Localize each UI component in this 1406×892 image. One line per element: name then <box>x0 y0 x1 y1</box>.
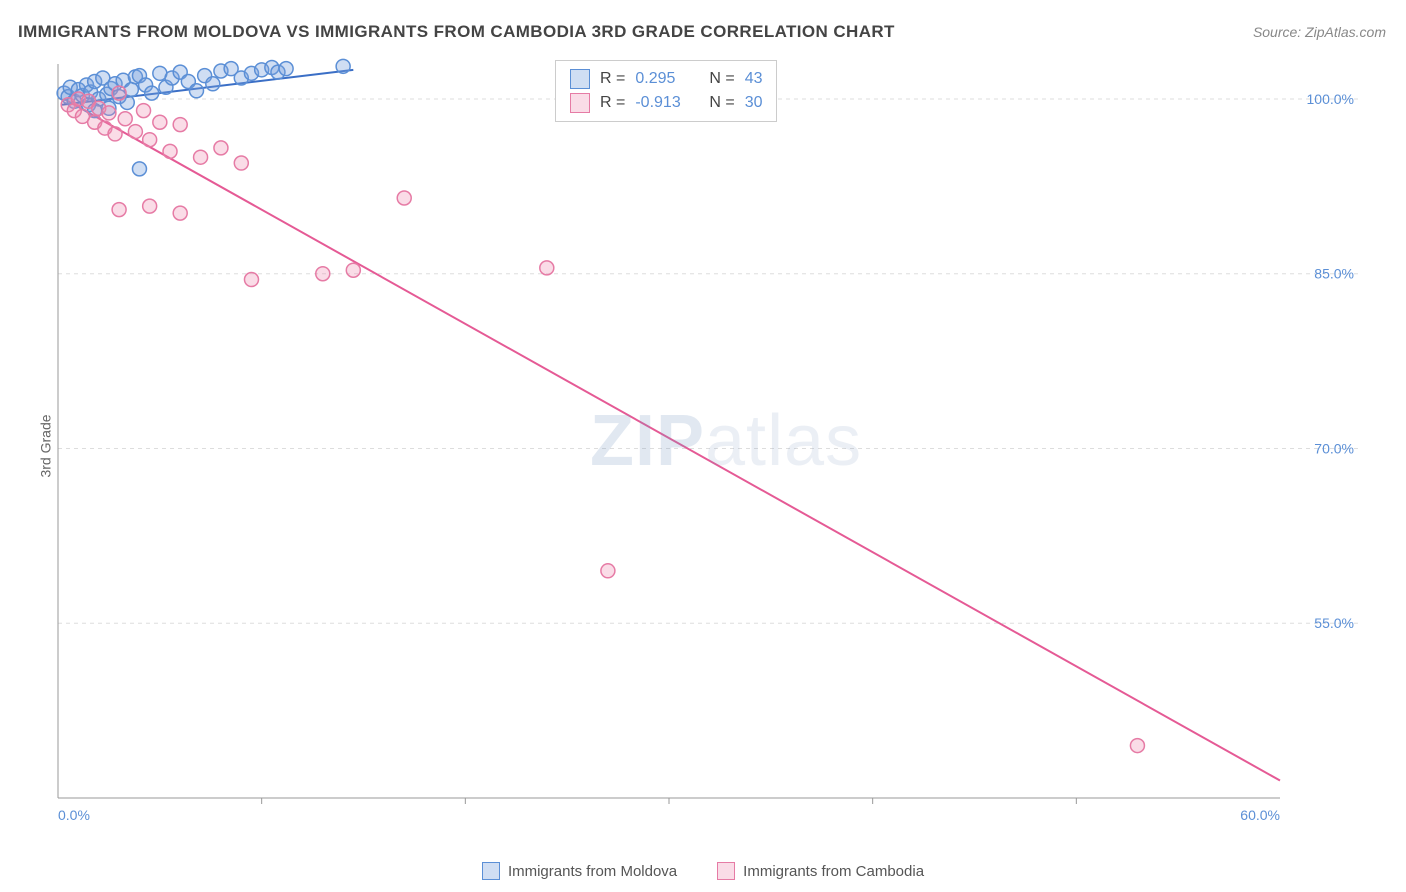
svg-text:55.0%: 55.0% <box>1314 615 1354 631</box>
r-value: -0.913 <box>635 94 699 112</box>
svg-text:60.0%: 60.0% <box>1240 807 1280 823</box>
n-value: 30 <box>745 94 763 112</box>
chart-title: IMMIGRANTS FROM MOLDOVA VS IMMIGRANTS FR… <box>18 22 895 42</box>
r-value: 0.295 <box>635 70 699 88</box>
chart-container: IMMIGRANTS FROM MOLDOVA VS IMMIGRANTS FR… <box>0 0 1406 892</box>
n-value: 43 <box>745 70 763 88</box>
stats-row: R = -0.913 N = 30 <box>570 91 762 115</box>
bottom-legend: Immigrants from Moldova Immigrants from C… <box>0 862 1406 880</box>
svg-text:70.0%: 70.0% <box>1314 440 1354 456</box>
svg-text:85.0%: 85.0% <box>1314 266 1354 282</box>
source-attribution: Source: ZipAtlas.com <box>1253 24 1386 40</box>
svg-text:0.0%: 0.0% <box>58 807 90 823</box>
svg-text:100.0%: 100.0% <box>1307 91 1354 107</box>
n-label: N = <box>709 94 734 112</box>
r-label: R = <box>600 70 625 88</box>
n-label: N = <box>709 70 734 88</box>
legend-item: Immigrants from Moldova <box>482 862 677 880</box>
stats-row: R = 0.295 N = 43 <box>570 67 762 91</box>
legend-label: Immigrants from Cambodia <box>743 863 924 880</box>
legend-item: Immigrants from Cambodia <box>717 862 924 880</box>
stats-legend-box: R = 0.295 N = 43 R = -0.913 N = 30 <box>555 60 777 122</box>
scatter-plot-svg: 100.0% 85.0% 70.0% 55.0% 0.0% 60.0% <box>50 58 1360 828</box>
series-swatch <box>570 93 590 113</box>
series-swatch <box>570 69 590 89</box>
plot-area: 100.0% 85.0% 70.0% 55.0% 0.0% 60.0% <box>50 58 1360 828</box>
legend-swatch <box>717 862 735 880</box>
legend-swatch <box>482 862 500 880</box>
legend-label: Immigrants from Moldova <box>508 863 677 880</box>
r-label: R = <box>600 94 625 112</box>
